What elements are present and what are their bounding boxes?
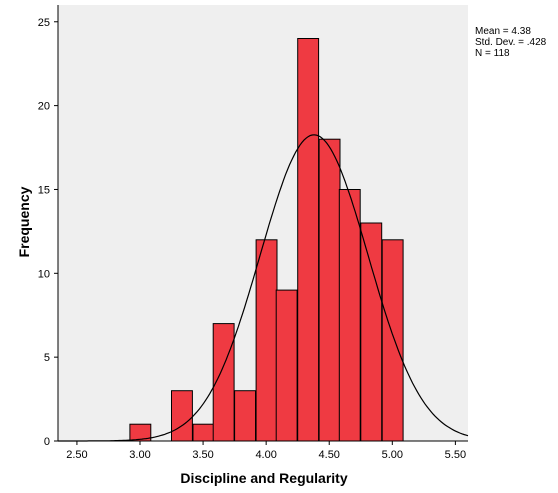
x-tick-label-1: 2.50: [66, 449, 87, 461]
histogram-bar-8: [297, 38, 320, 442]
y-tick-label-4: 15: [38, 184, 50, 196]
stat-n: N = 118: [475, 48, 510, 59]
stats-box: Mean = 4.38 Std. Dev. = .428 N = 118: [475, 26, 546, 59]
histogram-bar-3: [192, 423, 215, 442]
y-tick-label-1: 0: [44, 436, 50, 448]
y-ticks: 0 5 10 15 20 25: [38, 17, 58, 448]
histogram-bar-7: [275, 289, 298, 442]
histogram-bar-5: [234, 390, 257, 442]
normal-curve: [58, 134, 469, 442]
stat-mean: Mean = 4.38: [475, 26, 531, 37]
y-tick-label-3: 10: [38, 268, 50, 280]
histogram-bar-10: [338, 189, 361, 442]
y-tick-label-6: 25: [38, 17, 50, 29]
x-tick-label-3: 3.50: [192, 449, 213, 461]
histogram-bar-12: [381, 239, 404, 442]
bars-layer: [129, 38, 404, 442]
x-ticks: 2.50 3.00 3.50 4.00 4.50 5.00 5.50: [66, 441, 466, 461]
histogram-bar-9: [318, 138, 341, 442]
x-tick-label-4: 4.00: [255, 449, 276, 461]
y-tick-label-5: 20: [38, 101, 50, 113]
histogram-bar-2: [171, 390, 193, 442]
x-axis-title: Discipline and Regularity: [180, 470, 348, 486]
y-axis-title: Frequency: [16, 186, 32, 258]
axes-layer: [57, 5, 468, 442]
histogram-bar-11: [360, 222, 383, 442]
y-tick-label-2: 5: [44, 352, 50, 364]
x-tick-label-6: 5.00: [382, 449, 403, 461]
histogram-bar-6: [255, 239, 278, 442]
x-tick-label-2: 3.00: [129, 449, 150, 461]
stat-std-dev: Std. Dev. = .428: [475, 37, 547, 48]
x-tick-label-7: 5.50: [445, 449, 466, 461]
x-tick-label-5: 4.50: [319, 449, 340, 461]
